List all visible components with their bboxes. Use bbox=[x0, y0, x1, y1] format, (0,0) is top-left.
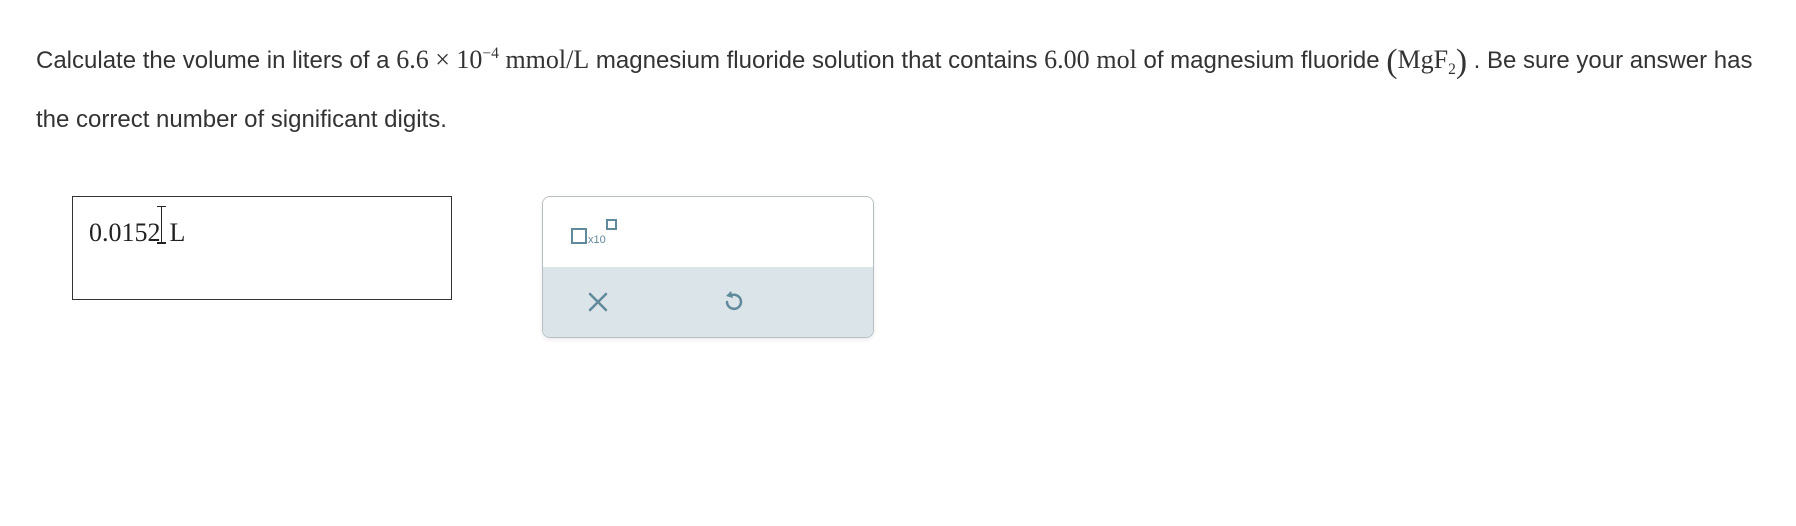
mol-unit: mol bbox=[1096, 45, 1136, 74]
undo-icon bbox=[721, 289, 747, 315]
concentration-value: 6.6 × 10−4 bbox=[396, 45, 505, 74]
x10-label: x10 bbox=[588, 234, 606, 246]
question-text: Calculate the volume in liters of a 6.6 … bbox=[36, 28, 1760, 144]
mol-value: 6.00 bbox=[1044, 45, 1090, 74]
concentration-unit: mmol/L bbox=[505, 45, 589, 74]
clear-button[interactable] bbox=[585, 289, 611, 315]
scientific-notation-button[interactable]: x10 bbox=[571, 219, 617, 244]
answer-value-text: 0.0152 bbox=[89, 218, 161, 248]
q-part1: Calculate the volume in liters of a bbox=[36, 47, 396, 74]
reset-button[interactable] bbox=[721, 289, 747, 315]
q-part3: of magnesium fluoride bbox=[1143, 47, 1386, 74]
q-part2: magnesium fluoride solution that contain… bbox=[596, 47, 1044, 74]
answer-input[interactable]: 0.0152 L bbox=[72, 196, 452, 300]
placeholder-exponent-box-icon bbox=[606, 219, 617, 230]
tool-panel: x10 bbox=[542, 196, 874, 338]
placeholder-box-icon bbox=[571, 228, 587, 244]
text-caret bbox=[161, 209, 162, 241]
tool-panel-bottom bbox=[543, 267, 873, 337]
x-icon bbox=[587, 291, 609, 313]
tool-panel-top: x10 bbox=[543, 197, 873, 267]
answer-unit: L bbox=[170, 218, 186, 248]
formula: (MgF2) bbox=[1386, 45, 1473, 74]
